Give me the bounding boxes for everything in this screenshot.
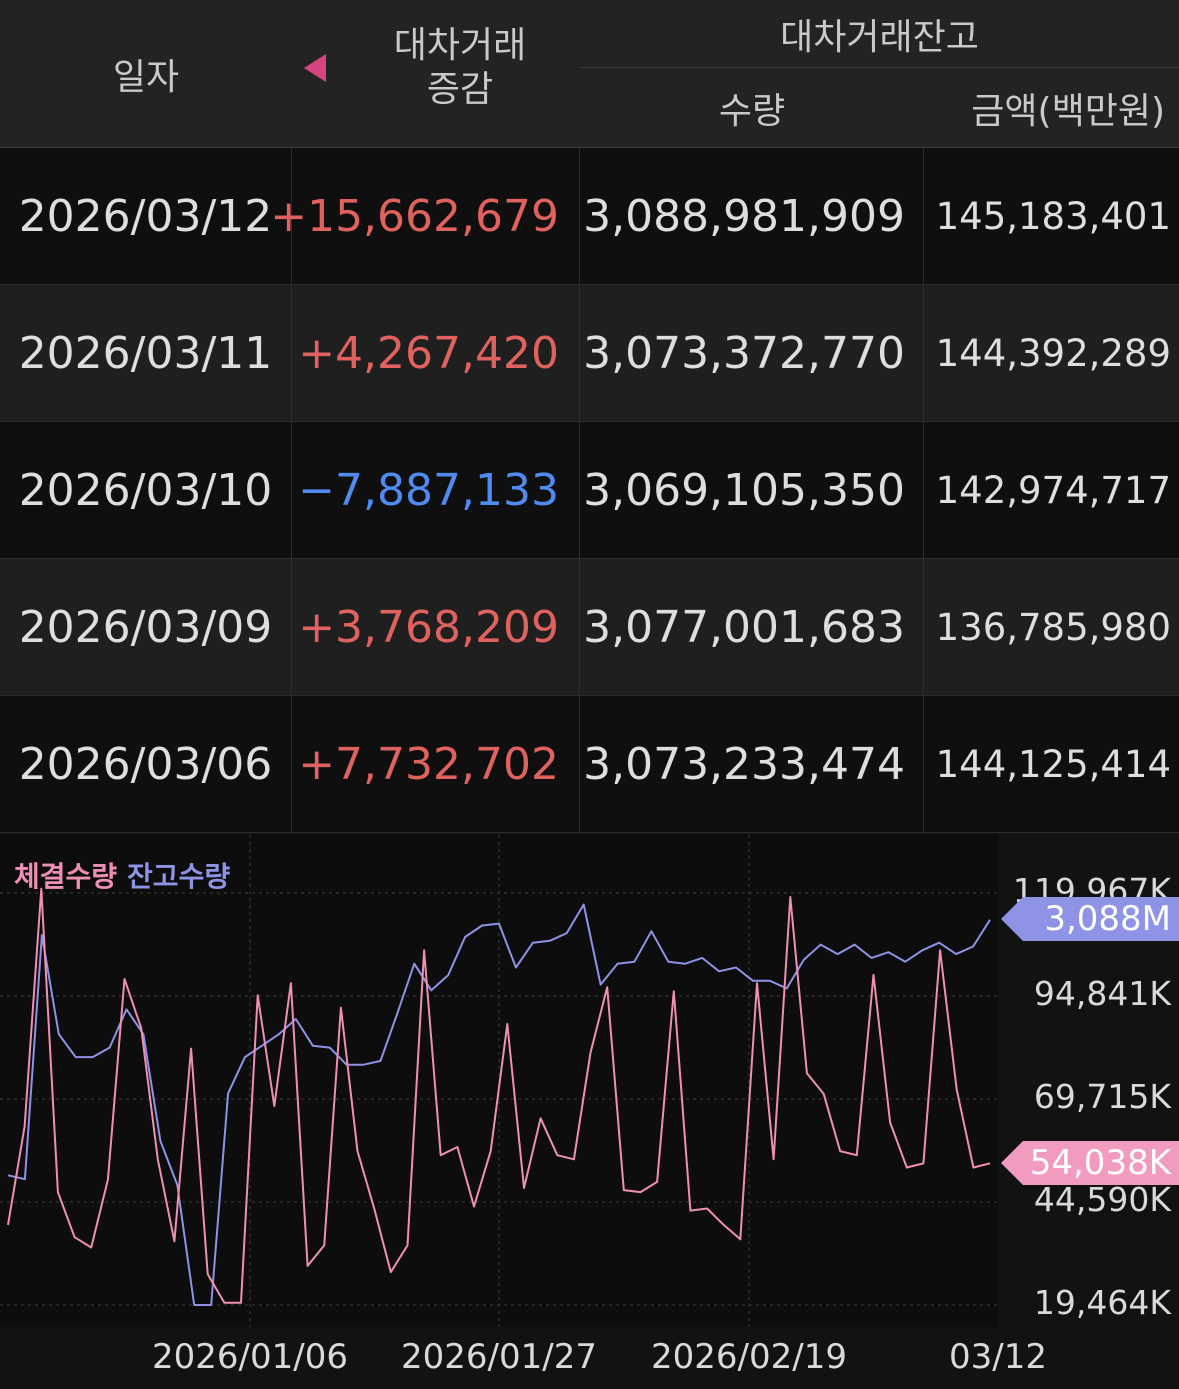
table-row[interactable]: 2026/03/09 +3,768,209 3,077,001,683 136,785… [0,559,1179,696]
x-tick-label: 03/12 [949,1337,1047,1377]
row-quantity: 3,088,981,909 [580,148,924,284]
table-row[interactable]: 2026/03/10 −7,887,133 3,069,105,350 142,974… [0,422,1179,559]
row-change: +7,732,702 [292,696,580,832]
column-header-change-label: 대차거래 증감 [340,24,580,112]
y-tick-label: 69,715K [1033,1077,1171,1116]
table-header: 일자 대차거래 증감 대차거래잔고 수량 금액(백만원) [0,0,1179,148]
row-amount: 144,125,414 [935,742,1171,786]
trade-last-value-tag: 54,038K [1001,1141,1179,1185]
balance-last-value-tag: 3,088M [1001,897,1179,941]
row-date: 2026/03/06 [0,696,292,832]
row-change: +4,267,420 [292,285,580,421]
row-quantity: 3,069,105,350 [580,422,924,558]
table-body: 2026/03/12 +15,662,679 3,088,981,909 145,18… [0,148,1179,833]
column-header-change[interactable]: 대차거래 증감 [292,0,580,148]
column-header-quantity[interactable]: 수량 [718,91,786,132]
y-tick-label: 44,590K [1033,1180,1171,1219]
chart-svg [0,835,998,1327]
row-change: −7,887,133 [292,422,580,558]
row-amount: 145,183,401 [935,194,1171,238]
lending-chart[interactable]: 체결수량 잔고수량 119,967K 94,841K 69,715K 44,590K 1… [0,835,1179,1389]
row-date: 2026/03/09 [0,559,292,695]
sort-triangle-icon[interactable] [304,54,326,82]
table-row[interactable]: 2026/03/06 +7,732,702 3,073,233,474 144,125… [0,696,1179,833]
chart-legend: 체결수량 잔고수량 [14,855,230,895]
legend-balance-volume[interactable]: 잔고수량 [127,860,231,893]
table-row[interactable]: 2026/03/11 +4,267,420 3,073,372,770 144,392… [0,285,1179,422]
row-amount: 136,785,980 [935,605,1171,649]
column-group-balance: 대차거래잔고 [580,0,1179,68]
row-change: +3,768,209 [292,559,580,695]
table-row[interactable]: 2026/03/12 +15,662,679 3,088,981,909 145,18… [0,148,1179,285]
x-tick-label: 2026/02/19 [651,1337,847,1377]
x-tick-label: 2026/01/27 [401,1337,597,1377]
row-amount: 144,392,289 [935,331,1171,375]
column-header-date[interactable]: 일자 [112,57,180,98]
row-date: 2026/03/12 [0,148,292,284]
row-amount: 142,974,717 [935,468,1171,512]
x-tick-label: 2026/01/06 [152,1337,348,1377]
change-label-line: 증감 [426,69,494,110]
legend-trade-volume[interactable]: 체결수량 [14,860,118,893]
y-tick-label: 19,464K [1033,1283,1171,1322]
row-date: 2026/03/10 [0,422,292,558]
row-quantity: 3,077,001,683 [580,559,924,695]
y-tick-label: 94,841K [1033,974,1171,1013]
row-change: +15,662,679 [270,148,580,284]
row-quantity: 3,073,233,474 [580,696,924,832]
series-line-balance-volume [7,903,991,1306]
column-header-amount[interactable]: 금액(백만원) [971,91,1165,132]
series-line-trade-volume [7,887,991,1304]
row-quantity: 3,073,372,770 [580,285,924,421]
change-label-line: 대차거래 [393,25,527,66]
row-date: 2026/03/11 [0,285,292,421]
